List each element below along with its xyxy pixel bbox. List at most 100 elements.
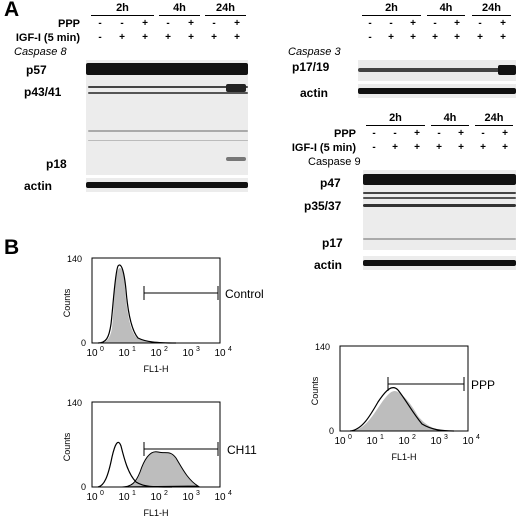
caspase9-header: 2h 4h 24h - - + - + - + - + + + + + + xyxy=(0,0,520,180)
x-tick-label: 10 xyxy=(118,492,130,503)
caspase8-marker-p43-41: p43/41 xyxy=(24,85,62,99)
svg-text:0: 0 xyxy=(81,338,86,348)
caspase9-actin-blot xyxy=(363,256,516,270)
histogram-ppp-ymax: 140 xyxy=(315,342,330,352)
caspase9-igf-sign-lane5: + xyxy=(458,142,464,153)
caspase8-time-4h: 4h xyxy=(159,2,200,16)
histogram-ch11: CH11 140 0 Counts 10 0 10 1 10 2 10 3 10 4 FL1-H xyxy=(30,392,290,522)
caspase3-igf-sign-lane6: + xyxy=(477,32,483,43)
caspase9-marker-p17: p17 xyxy=(322,236,343,250)
caspase9-marker-p35-37: p35/37 xyxy=(304,199,342,213)
caspase3-igf-sign-lane1: - xyxy=(368,32,372,43)
histogram-ch11-ymax: 140 xyxy=(67,398,82,408)
caspase8-igf-label: IGF-I (5 min) xyxy=(15,32,80,44)
x-tick-label: 10 xyxy=(334,436,346,447)
caspase8-actin-blot xyxy=(86,178,248,192)
caspase8-marker-p18: p18 xyxy=(46,157,67,171)
caspase9-ppp-sign-lane3: + xyxy=(414,128,420,139)
x-tick-exponent: 3 xyxy=(444,434,448,441)
caspase3-header: 2h 4h 24h - - + - + - + - + + + + + + xyxy=(0,0,520,60)
histogram-ppp-ylabel: Counts xyxy=(310,376,320,405)
caspase8-title: Caspase 8 xyxy=(14,46,67,58)
x-tick-label: 10 xyxy=(182,348,194,359)
histogram-ch11-xlabel: FL1-H xyxy=(143,508,168,518)
caspase3-ppp-sign-lane3: + xyxy=(410,18,416,29)
caspase9-igf-sign-lane3: + xyxy=(414,142,420,153)
caspase8-ppp-sign-lane5: + xyxy=(188,18,194,29)
histogram-control-xlabel: FL1-H xyxy=(143,364,168,374)
histogram-control-ylabel: Counts xyxy=(62,288,72,317)
caspase3-ppp-sign-lane4: - xyxy=(433,18,437,29)
histogram-ppp-xlabel: FL1-H xyxy=(391,452,416,462)
caspase8-ppp-sign-lane7: + xyxy=(234,18,240,29)
x-tick-exponent: 1 xyxy=(132,346,136,353)
histogram-ch11-label: CH11 xyxy=(227,443,257,457)
caspase9-igf-label: IGF-I (5 min) xyxy=(291,142,356,154)
histogram-control: Control 140 0 Counts 10 0 10 1 10 2 10 3 10 4 FL1… xyxy=(30,248,290,378)
x-tick-exponent: 2 xyxy=(412,434,416,441)
caspase9-title: Caspase 9 xyxy=(308,156,361,168)
caspase9-igf-sign-lane6: + xyxy=(480,142,486,153)
caspase8-ppp-sign-lane2: - xyxy=(120,18,124,29)
x-tick-label: 10 xyxy=(462,436,474,447)
svg-text:0: 0 xyxy=(329,426,334,436)
caspase8-igf-sign-lane3: + xyxy=(142,32,148,43)
x-tick-exponent: 0 xyxy=(100,490,104,497)
x-tick-exponent: 4 xyxy=(228,490,232,497)
caspase8-blot xyxy=(86,60,248,175)
x-tick-label: 10 xyxy=(150,492,162,503)
histogram-control-label: Control xyxy=(225,287,264,301)
x-tick-label: 10 xyxy=(86,348,98,359)
caspase8-marker-p57: p57 xyxy=(26,63,47,77)
caspase8-ppp-sign-lane4: - xyxy=(166,18,170,29)
x-tick-exponent: 0 xyxy=(348,434,352,441)
x-tick-exponent: 2 xyxy=(164,490,168,497)
caspase8-ppp-label: PPP xyxy=(57,18,80,30)
x-tick-exponent: 4 xyxy=(228,346,232,353)
caspase8-igf-sign-lane5: + xyxy=(188,32,194,43)
caspase3-igf-sign-lane2: + xyxy=(388,32,394,43)
caspase3-igf-sign-lane7: + xyxy=(500,32,506,43)
caspase9-time-4h: 4h xyxy=(430,112,470,126)
caspase3-igf-sign-lane5: + xyxy=(454,32,460,43)
caspase9-igf-sign-lane1: - xyxy=(372,142,376,153)
caspase9-ppp-sign-lane1: - xyxy=(372,128,376,139)
caspase3-actin-blot xyxy=(358,84,516,98)
caspase8-igf-sign-lane2: + xyxy=(119,32,125,43)
caspase9-igf-sign-lane4: + xyxy=(436,142,442,153)
caspase3-ppp-sign-lane1: - xyxy=(368,18,372,29)
caspase9-igf-sign-lane7: + xyxy=(502,142,508,153)
panel-b-letter: B xyxy=(4,236,20,259)
caspase8-ppp-sign-lane1: - xyxy=(98,18,102,29)
caspase9-ppp-sign-lane4: - xyxy=(437,128,441,139)
caspase9-igf-sign-lane2: + xyxy=(392,142,398,153)
x-tick-label: 10 xyxy=(150,348,162,359)
svg-text:0: 0 xyxy=(81,482,86,492)
caspase8-header: 2h 4h 24h - - + - + - + - + + + + + + xyxy=(0,0,260,60)
histogram-control-ymax: 140 xyxy=(67,254,82,264)
x-tick-exponent: 3 xyxy=(196,490,200,497)
caspase9-ppp-sign-lane5: + xyxy=(458,128,464,139)
caspase9-blot xyxy=(363,170,516,250)
caspase3-time-2h: 2h xyxy=(361,2,422,16)
histogram-ch11-ylabel: Counts xyxy=(62,432,72,461)
caspase9-ppp-sign-lane7: + xyxy=(502,128,508,139)
caspase9-time-2h: 2h xyxy=(365,112,426,126)
caspase3-ppp-sign-lane5: + xyxy=(454,18,460,29)
x-tick-label: 10 xyxy=(366,436,378,447)
x-tick-label: 10 xyxy=(214,492,226,503)
caspase3-ppp-sign-lane6: - xyxy=(478,18,482,29)
x-tick-label: 10 xyxy=(182,492,194,503)
caspase3-ppp-sign-lane7: + xyxy=(500,18,506,29)
caspase3-blot xyxy=(358,60,516,81)
caspase9-marker-p47: p47 xyxy=(320,176,341,190)
x-tick-label: 10 xyxy=(118,348,130,359)
x-tick-exponent: 2 xyxy=(164,346,168,353)
x-tick-label: 10 xyxy=(430,436,442,447)
x-tick-label: 10 xyxy=(86,492,98,503)
panel-a-letter: A xyxy=(4,0,20,21)
caspase8-ppp-sign-lane6: - xyxy=(212,18,216,29)
caspase3-igf-sign-lane3: + xyxy=(410,32,416,43)
caspase3-ppp-sign-lane2: - xyxy=(389,18,393,29)
caspase8-igf-sign-lane6: + xyxy=(211,32,217,43)
